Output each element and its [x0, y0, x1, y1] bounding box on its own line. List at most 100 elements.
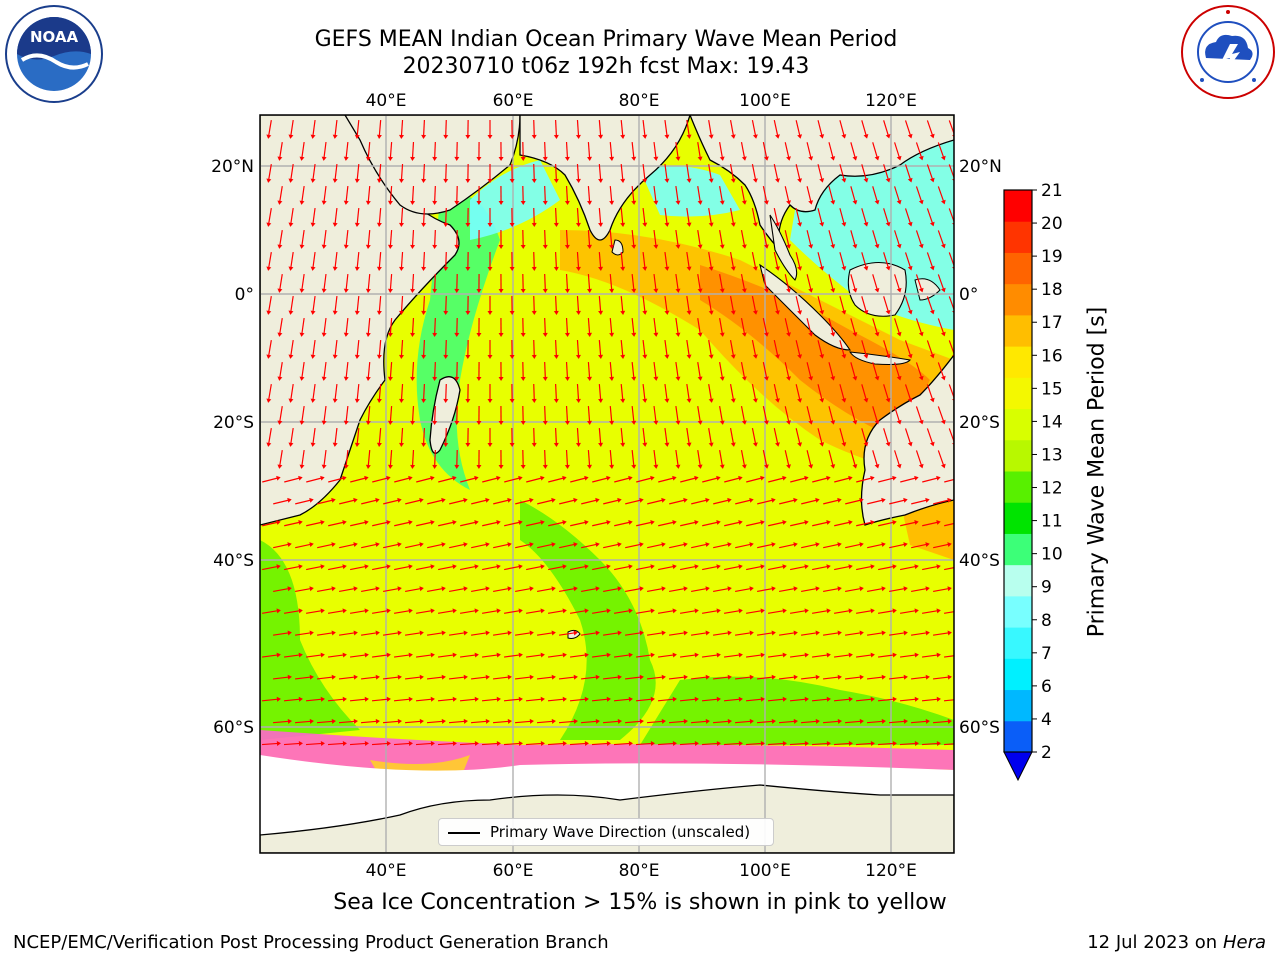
- wave-arrow: [817, 340, 825, 359]
- wave-arrow: [817, 252, 825, 271]
- wave-arrow: [503, 740, 523, 746]
- wave-arrow: [288, 340, 294, 359]
- australia-land: [860, 353, 954, 526]
- wave-arrow: [509, 295, 515, 315]
- wave-arrow: [856, 475, 875, 483]
- wave-arrow: [299, 229, 305, 249]
- wave-arrow: [839, 164, 847, 183]
- wave-arrow: [459, 740, 479, 746]
- wave-arrow: [740, 450, 747, 469]
- wave-arrow: [697, 230, 703, 249]
- colorbar-swatch: [1004, 221, 1032, 253]
- wave-arrow: [504, 608, 523, 614]
- wave-arrow: [702, 520, 721, 527]
- wave-arrow: [306, 564, 325, 571]
- wave-arrow: [548, 608, 567, 614]
- wave-arrow: [328, 564, 347, 571]
- wave-arrow: [911, 497, 930, 505]
- wave-arrow: [305, 740, 325, 746]
- colorbar-tick-label: 17: [1041, 313, 1063, 333]
- wave-arrow: [828, 142, 836, 161]
- wave-arrow: [410, 361, 416, 381]
- wave-arrow: [498, 273, 504, 293]
- wave-arrow: [294, 674, 314, 680]
- wave-arrow: [855, 696, 875, 702]
- wave-arrow: [839, 428, 847, 447]
- wave-arrow: [564, 273, 570, 293]
- wave-arrow: [904, 296, 913, 315]
- wave-arrow: [587, 185, 593, 205]
- wave-arrow: [653, 317, 659, 337]
- wave-arrow: [536, 630, 556, 636]
- wave-arrow: [404, 674, 424, 680]
- colorbar-frame: [1003, 189, 1033, 753]
- wave-arrow: [427, 542, 446, 549]
- wave-arrow: [504, 520, 523, 527]
- wave-arrow: [531, 427, 537, 447]
- wave-arrow: [498, 449, 504, 469]
- wave-arrow: [564, 405, 570, 425]
- wave-arrow: [553, 383, 559, 403]
- wave-arrow: [542, 405, 548, 425]
- wave-arrow: [537, 497, 556, 505]
- lat-tick-label-right: 20°S: [959, 413, 1000, 433]
- wave-arrow: [866, 718, 886, 724]
- wave-arrow: [773, 120, 780, 139]
- wave-arrow: [620, 119, 626, 139]
- wave-arrow: [393, 696, 413, 702]
- wave-arrow: [332, 383, 338, 403]
- wave-arrow: [299, 449, 305, 469]
- wave-arrow: [547, 696, 567, 702]
- wave-arrow: [284, 608, 303, 614]
- wave-arrow: [850, 406, 858, 425]
- wave-arrow: [817, 428, 825, 447]
- wave-arrow: [520, 449, 526, 469]
- wave-arrow: [800, 630, 820, 636]
- wave-arrow: [492, 674, 512, 680]
- wave-arrow: [734, 630, 754, 636]
- wave-arrow: [580, 630, 600, 636]
- wave-arrow: [944, 611, 954, 614]
- wave-arrow: [926, 296, 935, 315]
- wave-arrow: [806, 230, 814, 249]
- wave-arrow: [332, 339, 338, 359]
- wave-arrow: [872, 186, 880, 205]
- wave-arrow: [581, 542, 600, 549]
- wave-arrow: [537, 586, 556, 593]
- wave-arrow: [460, 608, 479, 614]
- wave-arrow: [878, 475, 897, 483]
- wave-arrow: [823, 497, 842, 505]
- colorbar-swatch: [1004, 720, 1032, 753]
- wave-arrow: [795, 252, 803, 271]
- wave-arrow: [542, 185, 548, 205]
- wave-arrow: [262, 520, 281, 527]
- wave-arrow: [746, 475, 765, 483]
- wave-arrow: [624, 630, 644, 636]
- wave-arrow: [800, 674, 820, 680]
- wave-arrow: [762, 362, 769, 381]
- wave-arrow: [372, 475, 391, 483]
- wave-arrow: [784, 142, 791, 161]
- wave-arrow: [609, 405, 615, 425]
- wave-arrow: [828, 406, 836, 425]
- wave-arrow: [509, 339, 515, 359]
- wave-arrow: [806, 186, 814, 205]
- wave-arrow: [310, 339, 316, 359]
- wave-arrow: [828, 274, 836, 293]
- wave-arrow: [487, 295, 493, 315]
- wave-arrow: [614, 475, 633, 483]
- wave-arrow: [894, 186, 902, 205]
- wave-arrow: [399, 339, 405, 359]
- wave-arrow: [762, 142, 769, 161]
- wave-arrow: [443, 339, 449, 359]
- wave-arrow: [773, 428, 780, 447]
- wave-arrow: [471, 586, 490, 593]
- colorbar-tick-label: 12: [1041, 479, 1063, 499]
- wave-arrow: [795, 164, 803, 183]
- wave-arrow: [288, 252, 294, 271]
- wave-arrow: [767, 652, 787, 658]
- wave-arrow: [723, 696, 743, 702]
- wave-arrow: [410, 317, 416, 337]
- wave-arrow: [642, 119, 648, 139]
- wave-arrow: [679, 696, 699, 702]
